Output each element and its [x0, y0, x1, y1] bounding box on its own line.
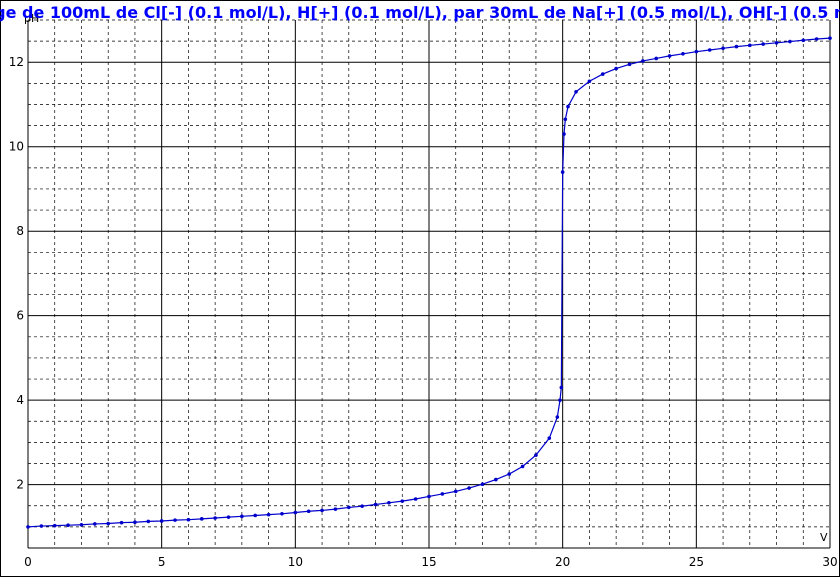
x-tick-label: 5	[158, 555, 166, 569]
data-point	[748, 43, 752, 48]
data-point	[562, 132, 566, 136]
data-point	[240, 514, 244, 519]
data-point	[774, 41, 779, 45]
data-point	[627, 62, 632, 67]
x-axis-label: V	[820, 531, 828, 544]
data-point	[106, 521, 110, 526]
data-point	[266, 512, 271, 517]
data-point	[453, 489, 458, 494]
data-point	[600, 72, 605, 76]
data-point	[79, 522, 84, 527]
data-point	[186, 517, 191, 522]
data-point	[306, 509, 311, 514]
axis-ticks: 0 5 10 15 20 25 30 2 4 6 8 10 12	[9, 55, 838, 569]
data-point	[66, 523, 70, 527]
data-point	[293, 510, 298, 515]
x-tick-label: 20	[555, 555, 570, 569]
data-point	[373, 502, 378, 507]
x-tick-label: 10	[288, 555, 303, 569]
data-point	[801, 38, 806, 43]
y-tick-label: 12	[9, 55, 24, 69]
data-point	[480, 482, 485, 487]
data-point	[707, 48, 712, 52]
chart-title: Dosage de 100mL de Cl[-] (0.1 mol/L), H[…	[0, 3, 840, 22]
data-point	[52, 523, 57, 528]
major-grid	[27, 20, 831, 549]
data-point	[654, 56, 659, 61]
data-point	[559, 385, 564, 390]
x-tick-label: 30	[822, 555, 837, 569]
data-point	[146, 519, 151, 524]
data-point	[761, 42, 765, 46]
data-point	[667, 54, 672, 58]
data-point	[333, 507, 338, 511]
data-point	[721, 46, 725, 51]
data-point	[320, 508, 324, 513]
data-point	[587, 79, 592, 84]
data-series	[26, 36, 832, 529]
data-point	[93, 522, 97, 526]
data-point	[694, 49, 699, 54]
data-point	[734, 44, 739, 49]
data-point	[159, 519, 164, 523]
data-point	[347, 505, 351, 510]
data-point	[26, 525, 30, 529]
y-tick-label: 2	[16, 478, 24, 492]
data-point	[39, 524, 44, 528]
data-point	[413, 497, 418, 501]
y-axis-label: pH	[24, 12, 39, 25]
y-tick-label: 4	[16, 393, 24, 407]
data-point	[173, 518, 177, 522]
data-point	[387, 501, 391, 505]
data-point	[641, 59, 645, 63]
data-point	[558, 398, 562, 402]
data-point	[547, 436, 552, 440]
data-point	[253, 513, 258, 518]
data-point	[467, 486, 471, 490]
data-point	[427, 494, 431, 499]
data-point	[507, 472, 512, 476]
data-point	[566, 104, 570, 109]
data-point	[400, 499, 405, 503]
data-point	[213, 516, 217, 520]
data-point	[563, 117, 568, 122]
data-point	[133, 520, 137, 525]
data-point	[226, 515, 231, 519]
data-point	[494, 477, 498, 482]
data-point	[814, 37, 819, 41]
data-point	[681, 51, 685, 56]
data-point	[534, 453, 538, 457]
y-tick-label: 8	[16, 224, 24, 238]
y-tick-label: 10	[9, 140, 24, 154]
x-tick-label: 0	[24, 555, 32, 569]
data-point	[280, 511, 284, 516]
data-point	[788, 39, 792, 44]
x-tick-label: 15	[421, 555, 436, 569]
data-point	[574, 90, 578, 94]
data-point	[360, 504, 364, 508]
data-point	[560, 170, 565, 174]
y-tick-label: 6	[16, 309, 24, 323]
data-point	[614, 66, 618, 71]
data-point	[119, 520, 124, 525]
data-point	[520, 464, 525, 469]
data-point	[555, 415, 560, 419]
x-tick-label: 25	[689, 555, 704, 569]
data-point	[440, 492, 445, 496]
data-point	[199, 517, 204, 521]
data-point	[828, 36, 832, 40]
